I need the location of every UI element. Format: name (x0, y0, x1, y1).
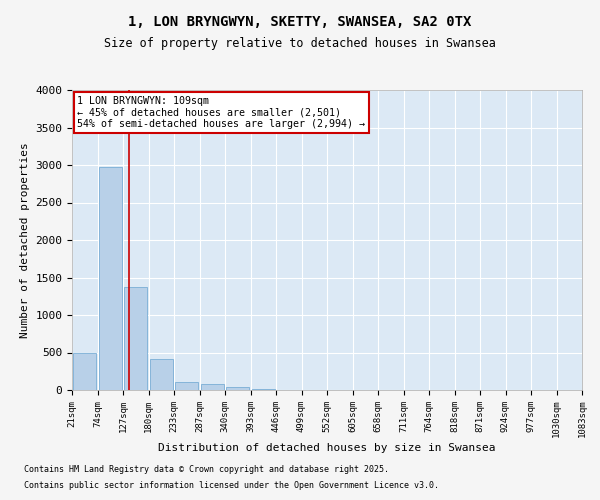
Text: Contains public sector information licensed under the Open Government Licence v3: Contains public sector information licen… (24, 480, 439, 490)
Bar (226, 387, 249, 390)
Bar (73, 352, 96, 390)
Text: 1, LON BRYNGWYN, SKETTY, SWANSEA, SA2 0TX: 1, LON BRYNGWYN, SKETTY, SWANSEA, SA2 0T… (128, 15, 472, 29)
Bar (201, 384, 224, 390)
Bar (175, 382, 198, 390)
Text: Contains HM Land Registry data © Crown copyright and database right 2025.: Contains HM Land Registry data © Crown c… (24, 466, 389, 474)
Bar (124, 287, 147, 390)
Bar (99, 166, 122, 390)
X-axis label: Distribution of detached houses by size in Swansea: Distribution of detached houses by size … (158, 443, 496, 453)
Text: Size of property relative to detached houses in Swansea: Size of property relative to detached ho… (104, 38, 496, 51)
Text: 1 LON BRYNGWYN: 109sqm
← 45% of detached houses are smaller (2,501)
54% of semi-: 1 LON BRYNGWYN: 109sqm ← 45% of detached… (77, 96, 365, 129)
Bar (150, 358, 173, 390)
Y-axis label: Number of detached properties: Number of detached properties (20, 142, 30, 338)
Bar (252, 389, 275, 390)
